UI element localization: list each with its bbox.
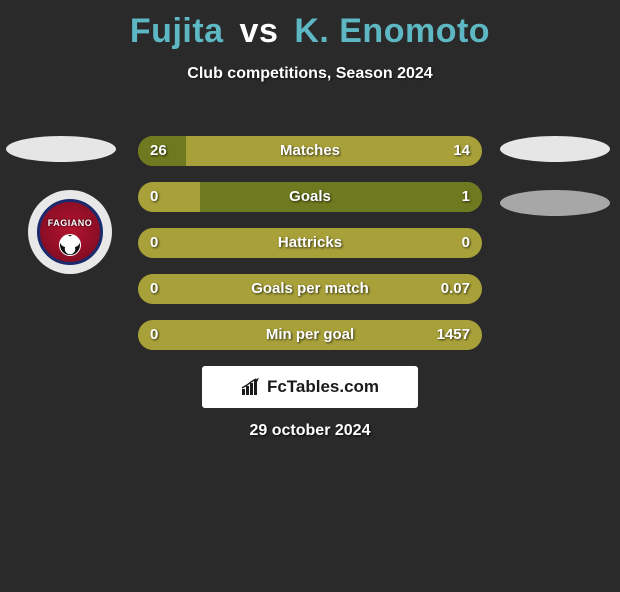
stat-row: 2614Matches — [138, 136, 482, 166]
bars-chart-icon — [241, 378, 263, 396]
stat-label: Matches — [138, 136, 482, 166]
stat-row: 01Goals — [138, 182, 482, 212]
snapshot-date: 29 october 2024 — [0, 422, 620, 440]
vs-text: vs — [240, 12, 279, 50]
soccer-ball-icon — [59, 234, 81, 256]
club-badge-label: FAGIANO — [48, 218, 93, 228]
player2-name: K. Enomoto — [294, 12, 490, 50]
stat-row: 00Hattricks — [138, 228, 482, 258]
stat-row: 01457Min per goal — [138, 320, 482, 350]
stat-label: Goals per match — [138, 274, 482, 304]
brand-box: FcTables.com — [202, 366, 418, 408]
player2-placeholder-oval-2 — [500, 190, 610, 216]
player1-placeholder-oval — [6, 136, 116, 162]
club-badge-inner: FAGIANO — [37, 199, 103, 265]
stat-label: Goals — [138, 182, 482, 212]
player1-name: Fujita — [130, 12, 224, 50]
subtitle: Club competitions, Season 2024 — [0, 65, 620, 83]
stat-bars: 2614Matches 01Goals 00Hattricks 00.07Goals … — [138, 136, 482, 366]
stat-row: 00.07Goals per match — [138, 274, 482, 304]
comparison-title: Fujita vs K. Enomoto — [0, 12, 620, 51]
stat-label: Min per goal — [138, 320, 482, 350]
brand-text: FcTables.com — [267, 377, 379, 397]
stat-label: Hattricks — [138, 228, 482, 258]
club-badge: FAGIANO — [28, 190, 112, 274]
player2-placeholder-oval-1 — [500, 136, 610, 162]
